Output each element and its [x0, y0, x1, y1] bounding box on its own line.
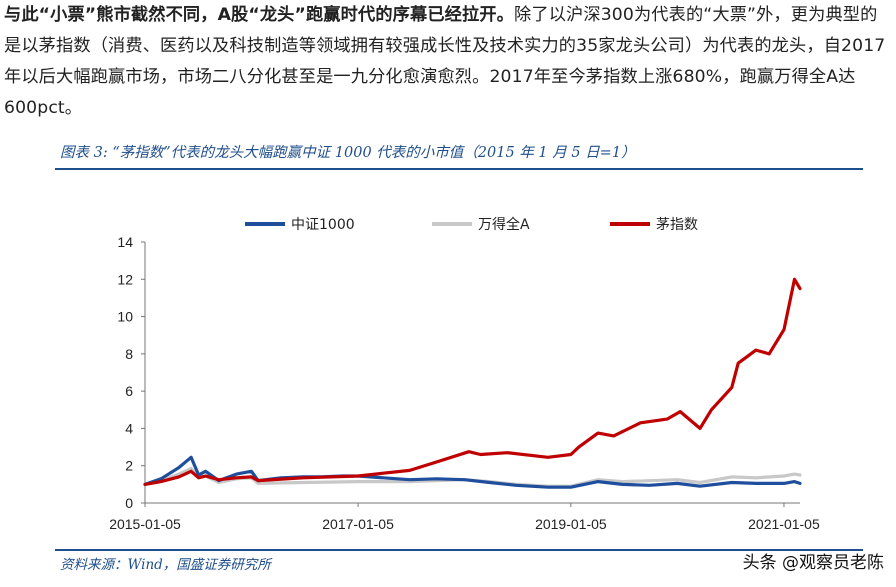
series-line-2 [143, 277, 802, 486]
x-tick-label: 2015-01-05 [109, 516, 181, 532]
watermark: 头条 @观察员老陈 [742, 553, 884, 573]
y-tick-label: 4 [125, 420, 133, 436]
y-tick-label: 2 [125, 458, 133, 474]
intro-paragraph: 与此“小票”熊市截然不同，A股“龙头”跑赢时代的序幕已经拉开。除了以沪深300为… [4, 0, 892, 124]
y-tick-label: 6 [125, 383, 133, 399]
y-tick-label: 14 [117, 234, 133, 250]
x-tick-label: 2017-01-05 [322, 516, 394, 532]
figure-source: 资料来源：Wind，国盛证券研究所 [60, 557, 271, 573]
figure-top-rule [55, 168, 863, 170]
x-tick-label: 2019-01-05 [535, 516, 607, 532]
intro-lead: 与此“小票”熊市截然不同，A股“龙头”跑赢时代的序幕已经拉开。 [4, 5, 515, 25]
chart-series [143, 277, 802, 489]
x-tick-label: 2021-01-05 [748, 516, 820, 532]
chart-legend: 中证1000 万得全A 茅指数 [245, 216, 698, 233]
figure-bottom-rule [55, 549, 863, 551]
legend-label: 中证1000 [291, 217, 355, 233]
y-tick-label: 8 [125, 346, 133, 362]
legend-label: 茅指数 [656, 217, 698, 233]
intro-body: 除了以沪深300为代表的“大票”外，更为典型的是以茅指数（消费、医药以及科技制造… [4, 5, 886, 118]
chart-axes: 0 2 4 6 8 10 12 14 2015-01-05 2017-01-05 2019-01-0… [109, 234, 820, 532]
series-line-0 [143, 455, 802, 489]
y-tick-label: 10 [117, 309, 133, 325]
y-tick-label: 12 [117, 271, 133, 287]
figure-title: 图表 3: “茅指数”代表的龙头大幅跑赢中证 1000 代表的小市值（2015 … [60, 145, 636, 161]
y-tick-label: 0 [125, 495, 133, 511]
legend-label: 万得全A [478, 216, 530, 233]
